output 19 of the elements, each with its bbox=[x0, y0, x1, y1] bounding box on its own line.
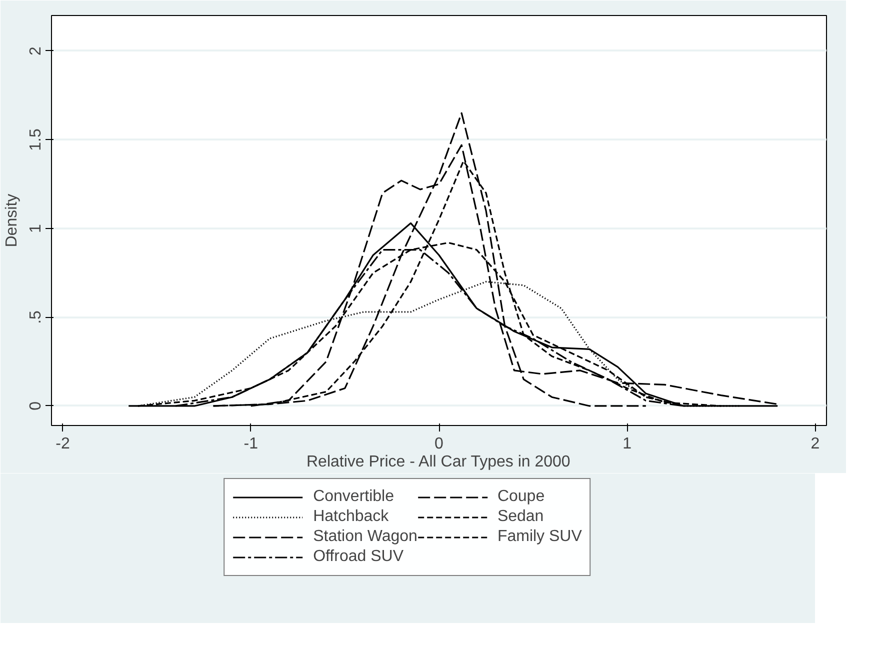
legend-label: Convertible bbox=[313, 488, 394, 506]
legend-label: Offroad SUV bbox=[313, 548, 404, 566]
x-tick-label: 1 bbox=[622, 436, 632, 452]
y-tick-label: 0 bbox=[28, 401, 44, 410]
legend-label: Sedan bbox=[497, 508, 544, 526]
y-tick-label: .5 bbox=[28, 310, 44, 324]
x-tick-label: 2 bbox=[810, 436, 820, 452]
x-axis-title: Relative Price - All Car Types in 2000 bbox=[306, 454, 570, 470]
y-tick-label: 2 bbox=[28, 46, 44, 56]
x-tick-label: -1 bbox=[244, 436, 258, 452]
legend-label: Hatchback bbox=[313, 508, 389, 526]
y-axis-title: Density bbox=[4, 194, 20, 248]
legend-label: Coupe bbox=[497, 488, 545, 506]
y-tick-label: 1 bbox=[28, 224, 44, 233]
legend-label: Station Wagon bbox=[313, 528, 418, 546]
y-tick-label: 1.5 bbox=[28, 128, 44, 151]
legend-label: Family SUV bbox=[497, 528, 582, 546]
x-tick-label: 0 bbox=[434, 436, 444, 452]
x-tick-label: -2 bbox=[56, 436, 70, 452]
